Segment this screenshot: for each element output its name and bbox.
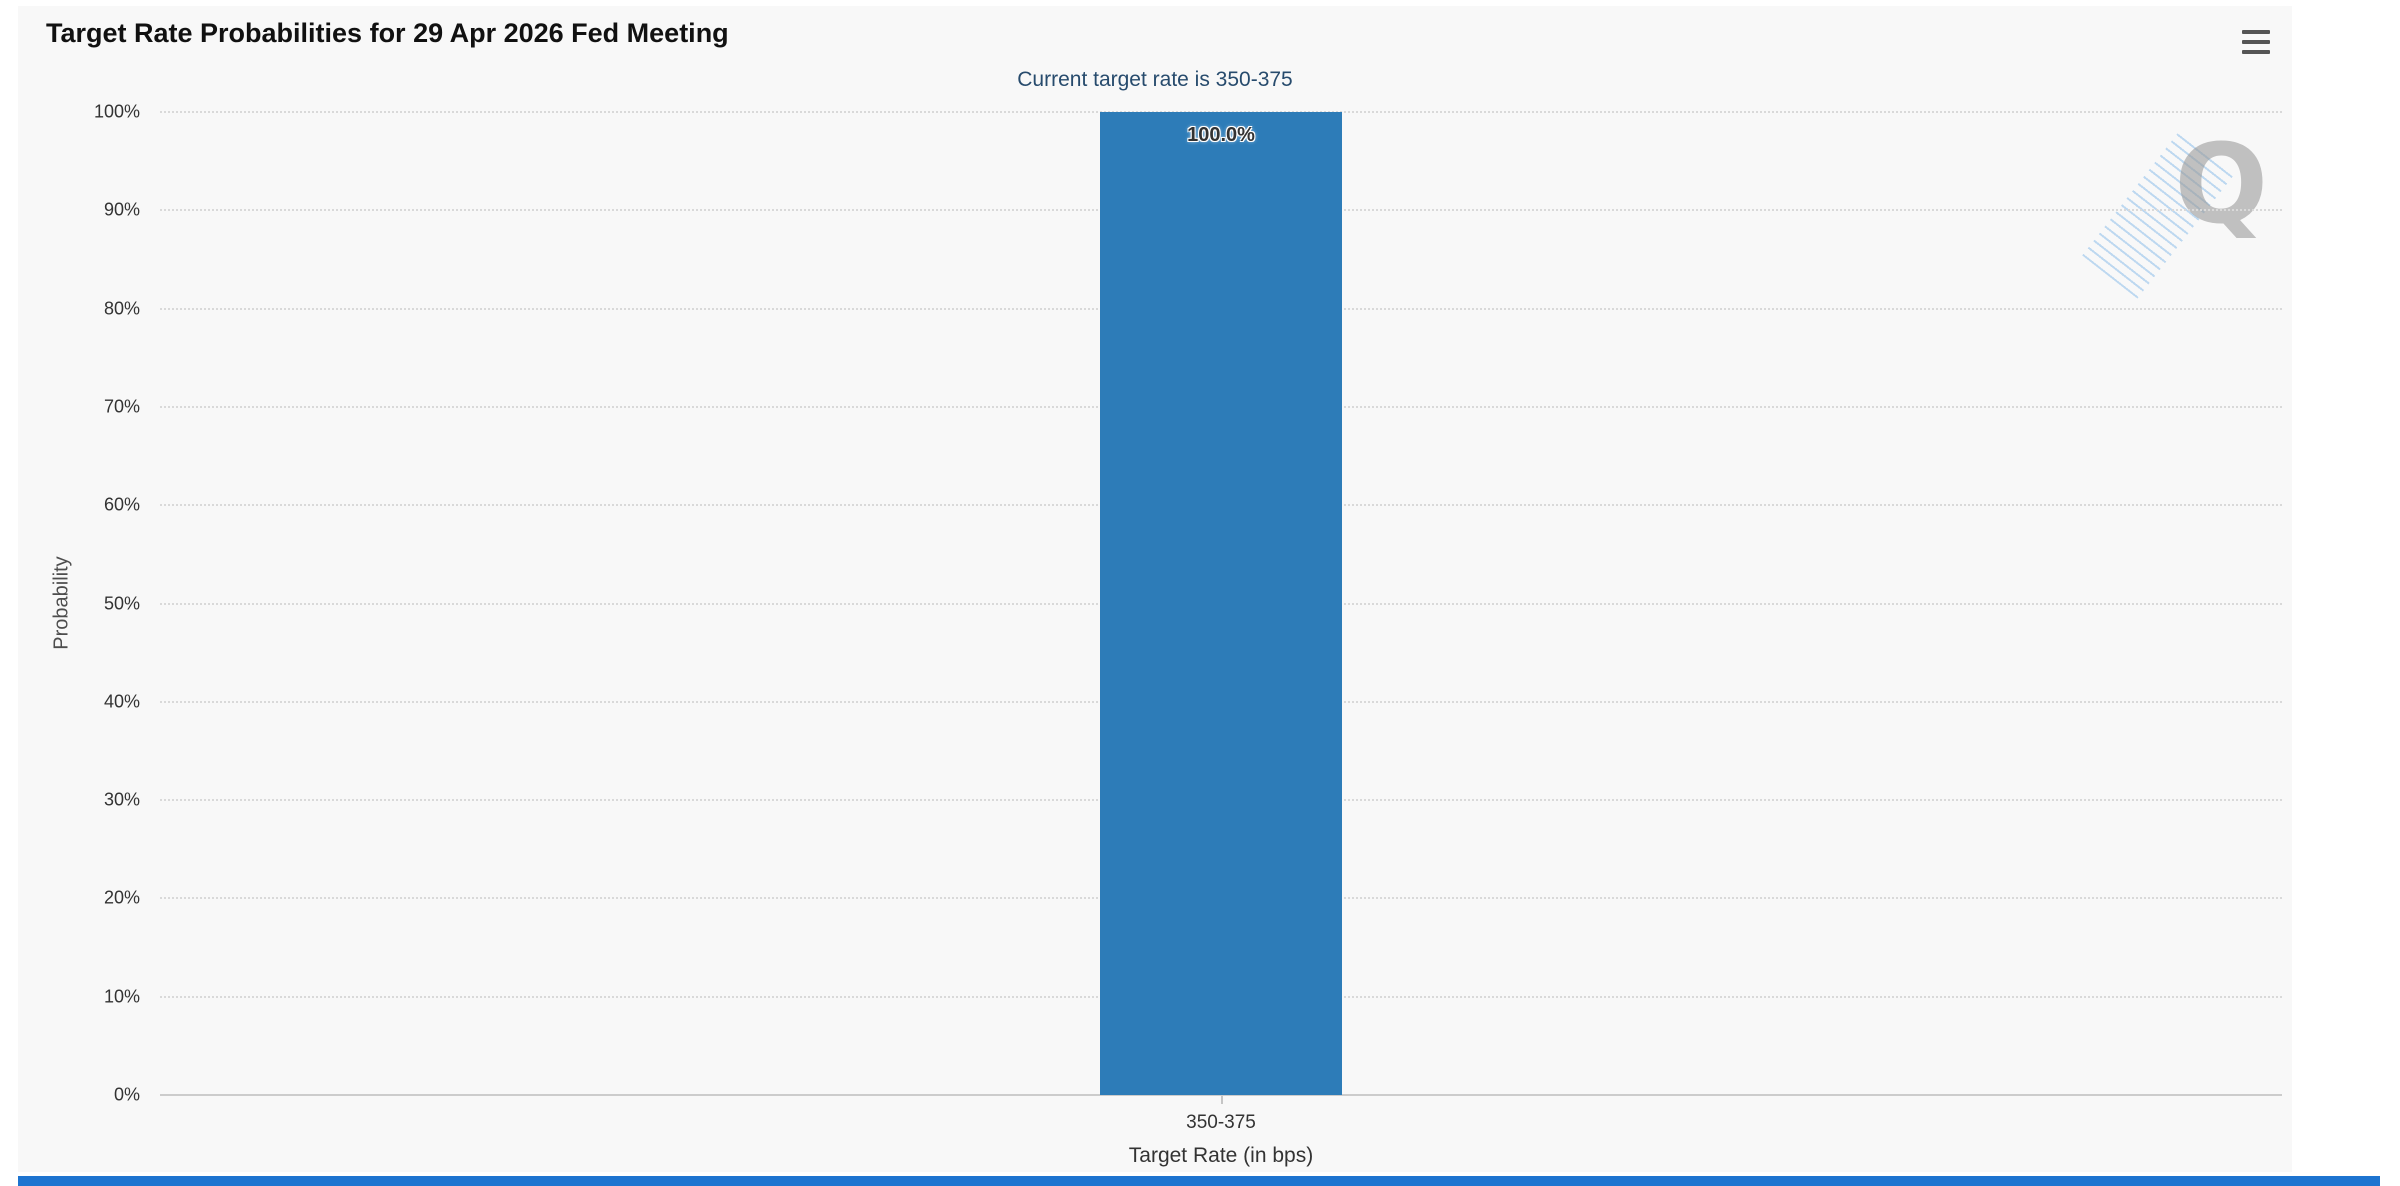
chart-subtitle: Current target rate is 350-375 [1017, 68, 1293, 91]
y-tick-label: 70% [103, 396, 140, 417]
y-axis-tick-labels: 0% 10% 20% 30% 40% 50% 60% 70% 80% 90% 100% [18, 102, 150, 1105]
bar-value-label: 100.0% [1187, 124, 1255, 146]
y-tick-label: 50% [103, 593, 140, 613]
hamburger-menu-icon[interactable] [2242, 30, 2272, 54]
y-tick-label: 100% [93, 101, 140, 122]
y-tick-label: 0% [113, 1084, 140, 1105]
fedwatch-probability-chart: Target Rate Probabilities for 29 Apr 202… [18, 6, 2292, 1172]
probability-bar[interactable]: 100.0% [1100, 112, 1342, 1095]
x-axis-tick-mark [1221, 1095, 1223, 1104]
bottom-banner [18, 1176, 2380, 1186]
y-tick-label: 40% [103, 691, 140, 712]
y-tick-label: 80% [103, 298, 140, 319]
x-tick-label: 350-375 [1186, 1112, 1256, 1133]
hamburger-bar [2242, 50, 2270, 54]
plot-area: 100.0% [160, 111, 2282, 1104]
y-tick-label: 60% [103, 494, 140, 515]
x-axis-title: Target Rate (in bps) [1128, 1144, 1314, 1167]
x-axis-line [160, 1094, 2282, 1096]
y-tick-label: 90% [103, 199, 140, 220]
chart-title: Target Rate Probabilities for 29 Apr 202… [46, 18, 729, 48]
hamburger-bar [2242, 30, 2270, 34]
y-tick-label: 20% [103, 887, 140, 908]
y-tick-label: 10% [103, 986, 140, 1007]
hamburger-bar [2242, 40, 2270, 44]
y-tick-label: 30% [103, 789, 140, 810]
